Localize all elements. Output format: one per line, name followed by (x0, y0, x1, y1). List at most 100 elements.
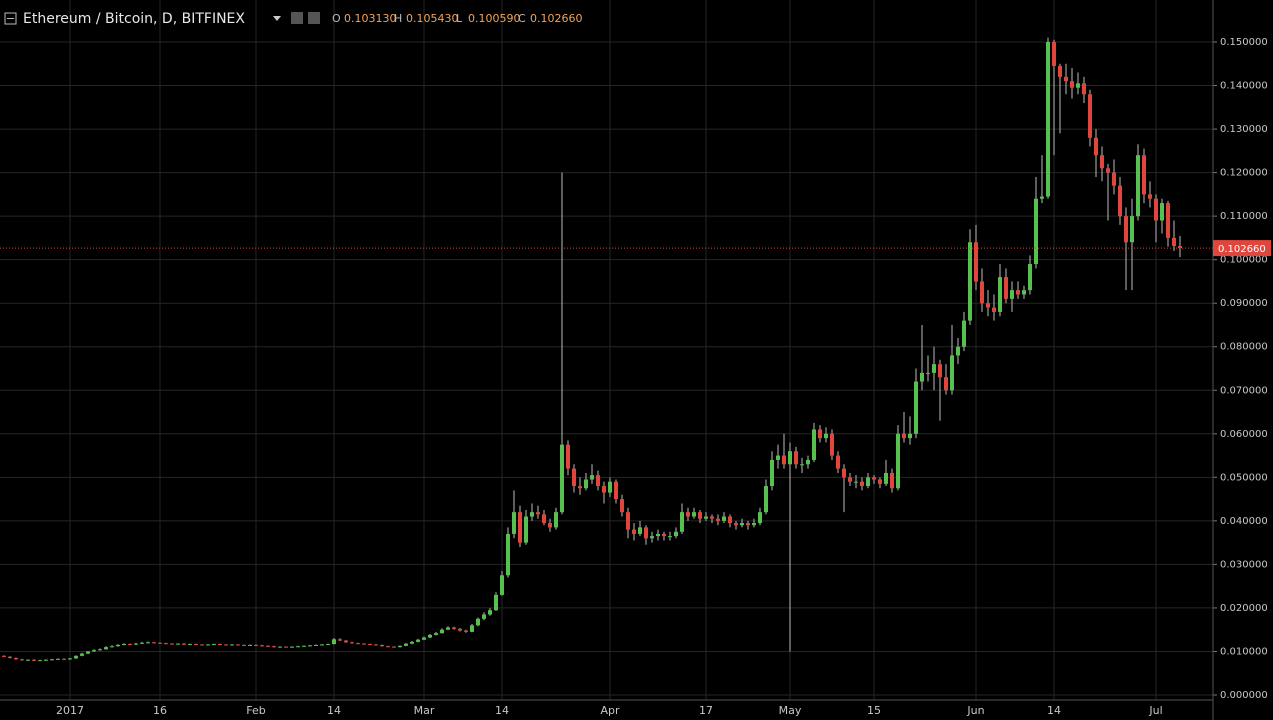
candle-body (254, 644, 258, 646)
candle-body (80, 653, 84, 656)
candle-body (1130, 216, 1134, 243)
y-tick-label: 0.020000 (1220, 603, 1268, 614)
candle-body (98, 649, 102, 651)
candle-body (50, 659, 54, 661)
ohlc-value: 0.102660 (530, 12, 583, 25)
candle-body (746, 523, 750, 526)
candle-body (872, 477, 876, 480)
candle-body (680, 512, 684, 532)
y-tick-label: 0.040000 (1220, 516, 1268, 527)
x-tick-label: 14 (327, 704, 341, 717)
candle-body (44, 659, 48, 661)
candle-body (578, 486, 582, 489)
candle-body (194, 644, 198, 646)
y-tick-label: 0.080000 (1220, 342, 1268, 353)
y-tick-label: 0.150000 (1220, 37, 1268, 48)
candle-body (1082, 83, 1086, 95)
candle-body (902, 433, 906, 439)
candle-body (632, 529, 636, 534)
candle-body (956, 346, 960, 356)
candle-body (974, 242, 978, 282)
last-price-label: 0.102660 (1218, 244, 1266, 255)
candle-body (1058, 65, 1062, 77)
candle-body (1142, 155, 1146, 195)
symbol-title[interactable]: Ethereum / Bitcoin, D, BITFINEX (23, 11, 245, 27)
candle-body (710, 516, 714, 519)
candle-body (1148, 194, 1152, 199)
candle-body (944, 377, 948, 391)
format-icon[interactable] (308, 12, 320, 24)
candle-body (212, 644, 216, 646)
candle-body (74, 655, 78, 659)
candle-body (530, 512, 534, 517)
collapse-icon[interactable] (4, 12, 17, 25)
x-tick-label: 14 (1047, 704, 1061, 717)
candle-body (548, 523, 552, 528)
candle-body (458, 628, 462, 631)
candle-body (140, 642, 144, 644)
candle-body (968, 242, 972, 321)
candle-body (722, 516, 726, 521)
candle-body (296, 646, 300, 648)
candle-body (1160, 203, 1164, 221)
settings-icon[interactable] (291, 12, 303, 24)
candle-body (590, 475, 594, 480)
ohlc-key: L (456, 12, 463, 25)
candle-body (824, 433, 828, 439)
candle-body (248, 644, 252, 646)
candle-body (116, 644, 120, 647)
candle-body (536, 512, 540, 515)
candle-body (344, 640, 348, 643)
candle-body (62, 658, 66, 660)
candle-body (374, 644, 378, 646)
candle-body (122, 644, 126, 646)
candle-body (878, 479, 882, 484)
candle-body (1070, 81, 1074, 88)
candle-body (770, 459, 774, 487)
candle-body (20, 659, 24, 661)
candle-body (410, 641, 414, 644)
candle-body (38, 660, 42, 662)
y-tick-label: 0.070000 (1220, 385, 1268, 396)
candle-body (602, 486, 606, 493)
candle-body (488, 610, 492, 615)
y-tick-label: 0.140000 (1220, 81, 1268, 92)
candle-body (134, 643, 138, 645)
candle-body (848, 477, 852, 482)
candle-body (452, 627, 456, 629)
candle-body (1136, 155, 1140, 217)
candle-body (896, 433, 900, 489)
candle-body (566, 444, 570, 469)
y-tick-label: 0.010000 (1220, 646, 1268, 657)
candle-body (932, 364, 936, 373)
candle-body (1052, 42, 1056, 66)
candle-body (482, 614, 486, 619)
y-tick-label: 0.110000 (1220, 211, 1268, 222)
y-tick-label: 0.090000 (1220, 298, 1268, 309)
candle-body (158, 642, 162, 644)
candle-body (2, 655, 6, 657)
candle-body (92, 650, 96, 652)
candle-body (752, 523, 756, 526)
y-tick-label: 0.030000 (1220, 559, 1268, 570)
candle-body (794, 451, 798, 465)
ohlc-key: H (394, 12, 402, 25)
candle-body (404, 643, 408, 646)
x-tick-label: Jul (1148, 704, 1162, 717)
candle-body (1172, 237, 1176, 247)
candle-body (368, 644, 372, 646)
candle-body (716, 518, 720, 521)
candle-body (950, 355, 954, 391)
candle-body (908, 433, 912, 439)
candle-body (362, 643, 366, 645)
candle-body (32, 659, 36, 661)
x-tick-label: 2017 (56, 704, 84, 717)
candle-body (338, 639, 342, 641)
candle-body (728, 516, 732, 524)
candle-body (1154, 198, 1158, 221)
last-price-tag (1213, 240, 1271, 257)
candle-body (980, 281, 984, 304)
symbol-menu-caret[interactable] (273, 16, 281, 21)
